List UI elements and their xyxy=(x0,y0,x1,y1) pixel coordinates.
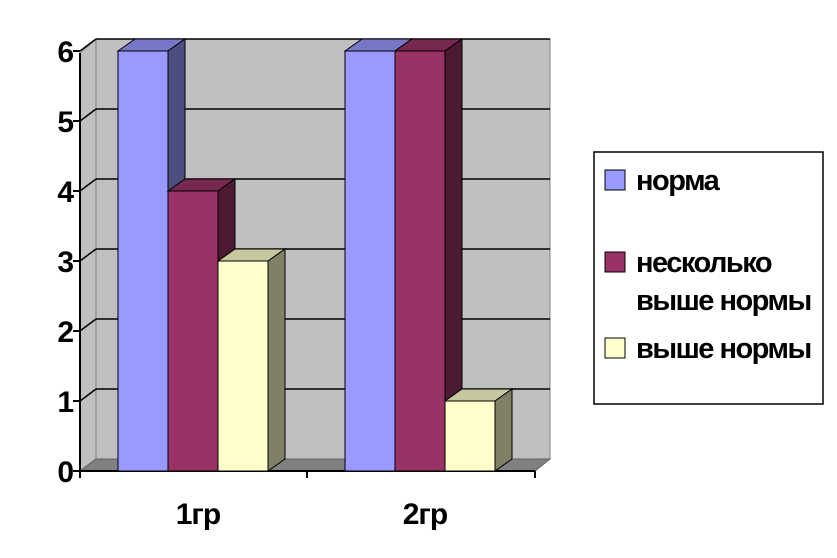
gridline-side xyxy=(79,248,97,262)
y-tick-labels: 0 1 2 3 4 5 6 xyxy=(57,36,74,489)
gridline-side xyxy=(79,318,97,332)
x-category-label: 2гр xyxy=(403,498,448,531)
y-tick-label: 4 xyxy=(57,176,74,209)
y-tick-label: 3 xyxy=(57,246,74,279)
bars xyxy=(116,38,514,472)
bar xyxy=(443,388,514,472)
legend: норма несколько выше нормы выше нормы xyxy=(593,151,824,405)
gridline-side xyxy=(79,388,97,402)
bar-front xyxy=(394,50,446,472)
legend-swatch xyxy=(604,337,626,359)
x-category-label: 1гр xyxy=(176,498,221,531)
gridline-side xyxy=(79,38,97,52)
bar-front xyxy=(167,190,219,472)
bar xyxy=(393,38,464,472)
y-tick-label: 0 xyxy=(57,456,74,489)
y-tick-label: 6 xyxy=(57,36,74,69)
legend-swatch xyxy=(604,251,626,273)
bar xyxy=(216,248,287,472)
gridline-side xyxy=(79,108,97,122)
bar-front xyxy=(217,260,269,472)
legend-swatch xyxy=(604,169,626,191)
y-tick-label: 5 xyxy=(57,106,74,139)
bar-side xyxy=(494,388,513,472)
legend-label: выше нормы xyxy=(636,333,811,365)
x-category-labels: 1гр 2гр xyxy=(176,498,449,531)
bar-front xyxy=(344,50,396,472)
bar-side xyxy=(267,248,286,472)
bar-front xyxy=(117,50,169,472)
legend-label: норма xyxy=(636,165,721,197)
y-tick-label: 1 xyxy=(57,386,74,419)
y-tick-label: 2 xyxy=(57,316,74,349)
gridline-side xyxy=(79,178,97,192)
legend-label: несколько выше нормы xyxy=(636,247,811,317)
bar-front xyxy=(444,400,496,472)
legend-box xyxy=(593,151,824,405)
